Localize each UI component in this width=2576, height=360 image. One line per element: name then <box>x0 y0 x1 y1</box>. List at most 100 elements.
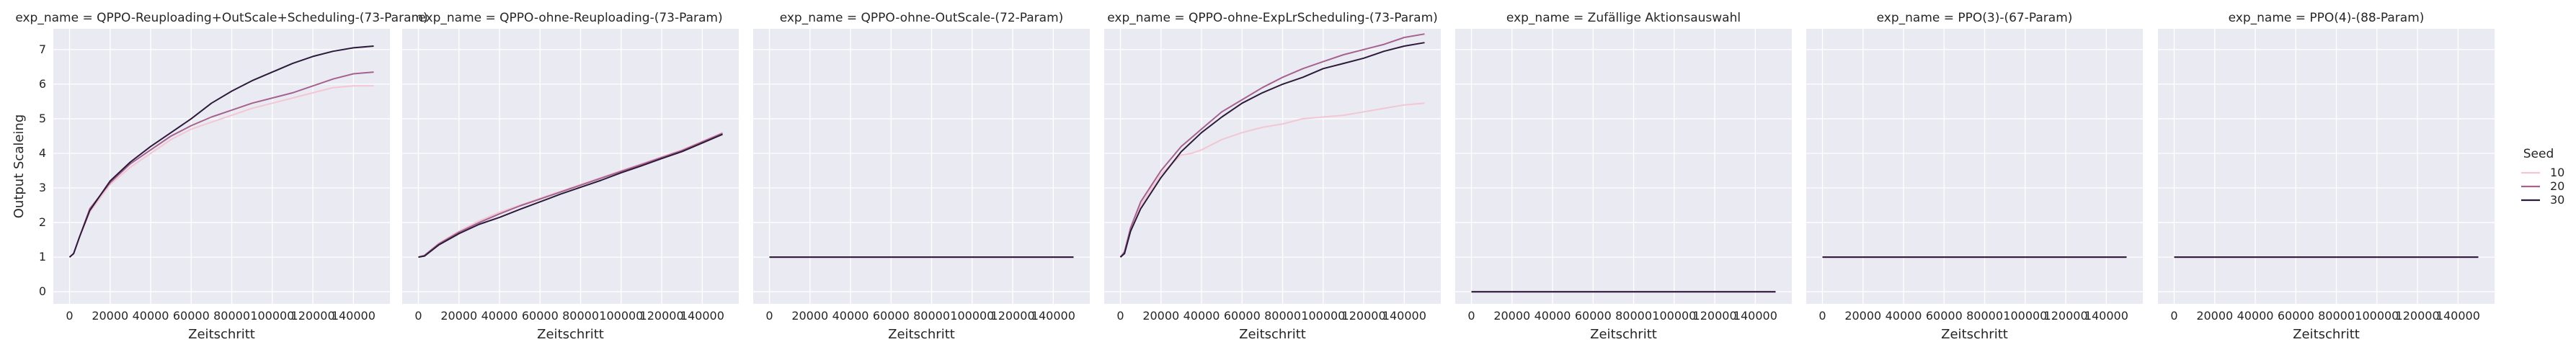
x-tick-label: 0 <box>765 309 773 323</box>
facet-panel-1 <box>53 29 390 304</box>
x-tick-label: 100000 <box>950 309 994 323</box>
panel-title: exp_name = PPO(3)-(67-Param) <box>1877 11 2073 25</box>
x-tick-label: 40000 <box>133 309 169 323</box>
panel-title: exp_name = QPPO-ohne-OutScale-(72-Param) <box>780 11 1064 25</box>
x-tick-label: 120000 <box>1693 309 1737 323</box>
x-tick-label: 100000 <box>1652 309 1696 323</box>
x-tick-label: 60000 <box>1575 309 1612 323</box>
x-tick-label: 120000 <box>2044 309 2088 323</box>
series-line-seed-20 <box>1119 33 1425 258</box>
y-tick-label: 5 <box>39 112 46 125</box>
series-line-seed-10 <box>1119 102 1425 258</box>
x-tick-label: 100000 <box>599 309 643 323</box>
x-tick-label: 60000 <box>1224 309 1261 323</box>
facet-panel-3 <box>753 29 1090 304</box>
x-axis-label: Zeitschritt <box>188 327 255 342</box>
x-tick-label: 20000 <box>1142 309 1179 323</box>
x-tick-label: 40000 <box>2237 309 2274 323</box>
x-tick-label: 0 <box>66 309 73 323</box>
panel-background <box>2158 29 2495 304</box>
facet-panel-2 <box>402 29 739 304</box>
x-tick-label: 120000 <box>991 309 1035 323</box>
x-tick-label: 100000 <box>2355 309 2399 323</box>
x-tick-label: 140000 <box>2084 309 2128 323</box>
x-axis-label: Zeitschritt <box>2293 327 2360 342</box>
x-tick-label: 120000 <box>640 309 684 323</box>
panel-title: exp_name = QPPO-ohne-ExpLrScheduling-(73… <box>1107 11 1438 25</box>
x-tick-label: 60000 <box>873 309 910 323</box>
facet-panel-4 <box>1104 29 1441 304</box>
x-tick-label: 40000 <box>832 309 869 323</box>
x-tick-label: 140000 <box>332 309 376 323</box>
x-tick-label: 140000 <box>1382 309 1426 323</box>
x-axis-label: Zeitschritt <box>1590 327 1657 342</box>
x-tick-label: 60000 <box>522 309 559 323</box>
x-axis-label: Zeitschritt <box>1941 327 2008 342</box>
panel-background <box>1806 29 2143 304</box>
y-tick-label: 1 <box>39 250 46 264</box>
x-tick-label: 60000 <box>1926 309 1963 323</box>
x-tick-label: 0 <box>1116 309 1124 323</box>
y-tick-label: 6 <box>39 77 46 91</box>
x-tick-label: 0 <box>414 309 422 323</box>
facet-panel-5 <box>1455 29 1792 304</box>
series-line-seed-30 <box>68 45 374 258</box>
x-tick-label: 40000 <box>1886 309 1922 323</box>
panel-title: exp_name = Zufällige Aktionsauswahl <box>1506 11 1741 25</box>
y-tick-label: 3 <box>39 181 46 194</box>
x-tick-label: 80000 <box>562 309 599 323</box>
x-tick-label: 140000 <box>2436 309 2480 323</box>
y-axis-label: Output Scaleing <box>12 114 27 219</box>
x-tick-label: 40000 <box>1183 309 1220 323</box>
legend-label-seed-10: 10 <box>2550 166 2564 179</box>
x-tick-label: 80000 <box>1615 309 1652 323</box>
series-line-seed-30 <box>418 133 723 258</box>
x-tick-label: 100000 <box>1301 309 1345 323</box>
series-line-seed-20 <box>418 132 723 258</box>
x-tick-label: 100000 <box>250 309 294 323</box>
x-tick-label: 20000 <box>92 309 128 323</box>
x-tick-label: 0 <box>1467 309 1475 323</box>
x-tick-label: 80000 <box>1966 309 2003 323</box>
series-line-seed-30 <box>1119 42 1425 258</box>
panel-background <box>53 29 390 304</box>
x-tick-label: 0 <box>2170 309 2177 323</box>
x-tick-label: 20000 <box>440 309 477 323</box>
x-tick-label: 120000 <box>2396 309 2440 323</box>
panel-background <box>402 29 739 304</box>
x-tick-label: 20000 <box>1493 309 1530 323</box>
y-tick-label: 0 <box>39 284 46 298</box>
x-tick-label: 120000 <box>291 309 335 323</box>
x-tick-label: 0 <box>1818 309 1826 323</box>
x-tick-label: 80000 <box>2318 309 2355 323</box>
x-tick-label: 140000 <box>1031 309 1075 323</box>
y-tick-label: 7 <box>39 42 46 56</box>
x-tick-label: 120000 <box>1342 309 1386 323</box>
panel-title: exp_name = PPO(4)-(88-Param) <box>2229 11 2425 25</box>
x-tick-label: 20000 <box>1844 309 1881 323</box>
x-tick-label: 140000 <box>680 309 724 323</box>
x-tick-label: 80000 <box>213 309 250 323</box>
y-tick-label: 2 <box>39 215 46 229</box>
x-tick-label: 20000 <box>791 309 828 323</box>
panel-title: exp_name = QPPO-Reuploading+OutScale+Sch… <box>15 11 427 25</box>
x-tick-label: 40000 <box>481 309 518 323</box>
x-tick-label: 80000 <box>913 309 950 323</box>
x-axis-label: Zeitschritt <box>888 327 955 342</box>
facet-panel-7 <box>2158 29 2495 304</box>
x-tick-label: 80000 <box>1264 309 1301 323</box>
panel-title: exp_name = QPPO-ohne-Reuploading-(73-Par… <box>418 11 722 25</box>
x-tick-label: 40000 <box>1535 309 1571 323</box>
legend-label-seed-20: 20 <box>2550 179 2564 193</box>
x-axis-label: Zeitschritt <box>1239 327 1306 342</box>
facet-panel-6 <box>1806 29 2143 304</box>
y-tick-label: 4 <box>39 146 46 160</box>
panel-background <box>1104 29 1441 304</box>
x-tick-label: 100000 <box>2003 309 2047 323</box>
x-tick-label: 20000 <box>2196 309 2233 323</box>
x-tick-label: 60000 <box>2278 309 2314 323</box>
x-tick-label: 140000 <box>1733 309 1777 323</box>
panel-background <box>1455 29 1792 304</box>
